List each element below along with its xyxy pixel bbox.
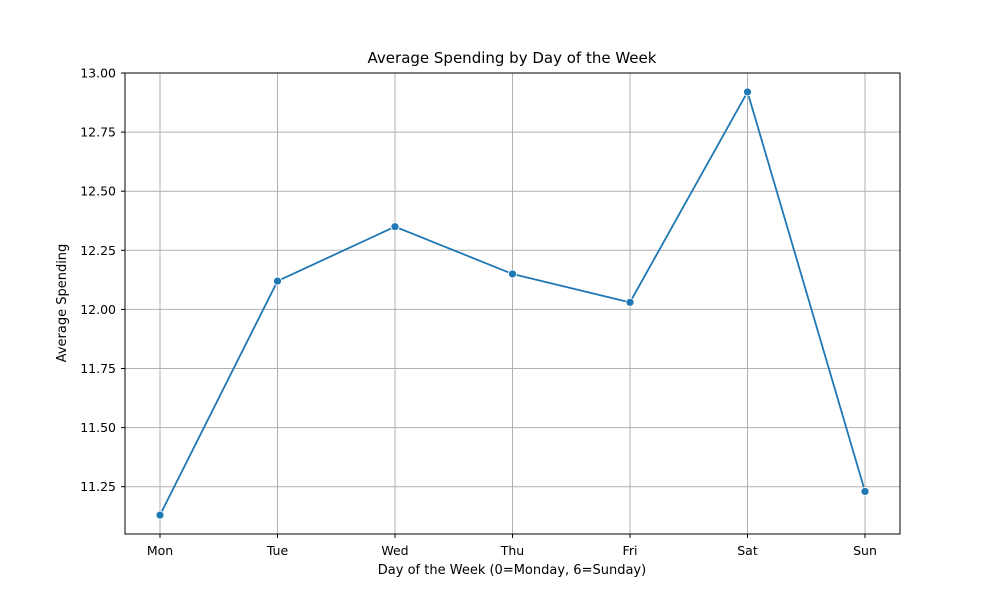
grid	[125, 72, 900, 534]
data-point-marker	[625, 297, 635, 307]
axis-ticks: Mon Tue Wed Thu Fri Sat Sun 11.25 11.50 11.75 12.0…	[80, 66, 877, 559]
y-axis-label: Average Spending	[55, 244, 70, 363]
y-tick-label: 12.50	[80, 184, 116, 199]
x-tick-label: Wed	[381, 543, 408, 558]
x-tick-label: Sun	[853, 543, 877, 558]
y-tick-label: 12.00	[80, 302, 116, 317]
data-point-marker	[743, 87, 752, 97]
x-tick-label: Fri	[623, 543, 638, 558]
y-tick-label: 11.75	[80, 361, 116, 376]
y-tick-label: 13.00	[80, 66, 116, 81]
data-point-marker	[860, 487, 870, 496]
data-point-marker	[273, 276, 282, 286]
y-tick-label: 12.75	[80, 125, 116, 140]
x-tick-label: Mon	[147, 543, 173, 558]
x-tick-label: Tue	[266, 543, 289, 558]
data-point-marker	[508, 269, 517, 279]
x-tick-label: Sat	[737, 543, 758, 558]
y-tick-label: 11.25	[80, 479, 116, 494]
chart-title: Average Spending by Day of the Week	[368, 49, 657, 67]
series-layer	[155, 87, 870, 520]
data-point-marker	[390, 222, 400, 232]
x-tick-label: Thu	[500, 543, 524, 558]
data-point-marker	[155, 510, 165, 520]
y-tick-label: 11.50	[80, 420, 116, 435]
x-axis-label: Day of the Week (0=Monday, 6=Sunday)	[378, 563, 646, 578]
y-tick-label: 12.25	[80, 243, 116, 258]
